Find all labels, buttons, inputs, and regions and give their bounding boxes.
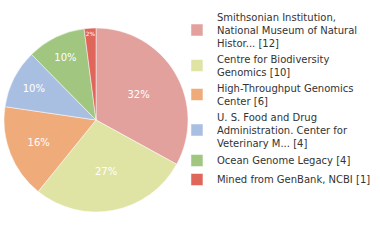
svg-text:Centre for BiodiversityGenomic: Centre for BiodiversityGenomics [10]	[217, 54, 330, 78]
svg-text:32%: 32%	[127, 89, 149, 100]
svg-text:2%: 2%	[86, 31, 96, 37]
svg-text:High-Throughput GenomicsCenter: High-Throughput GenomicsCenter [6]	[217, 83, 354, 107]
svg-text:16%: 16%	[28, 137, 50, 148]
svg-text:Ocean Genome Legacy [4]: Ocean Genome Legacy [4]	[217, 155, 350, 166]
svg-text:U. S. Food and DrugAdministrat: U. S. Food and DrugAdministration. Cente…	[217, 112, 348, 149]
svg-text:Mined from GenBank, NCBI [1]: Mined from GenBank, NCBI [1]	[217, 174, 370, 185]
svg-text:10%: 10%	[23, 83, 45, 94]
svg-text:10%: 10%	[54, 52, 76, 63]
svg-text:Smithsonian Institution,Nation: Smithsonian Institution,National Museum …	[217, 12, 357, 49]
svg-text:27%: 27%	[95, 166, 117, 177]
